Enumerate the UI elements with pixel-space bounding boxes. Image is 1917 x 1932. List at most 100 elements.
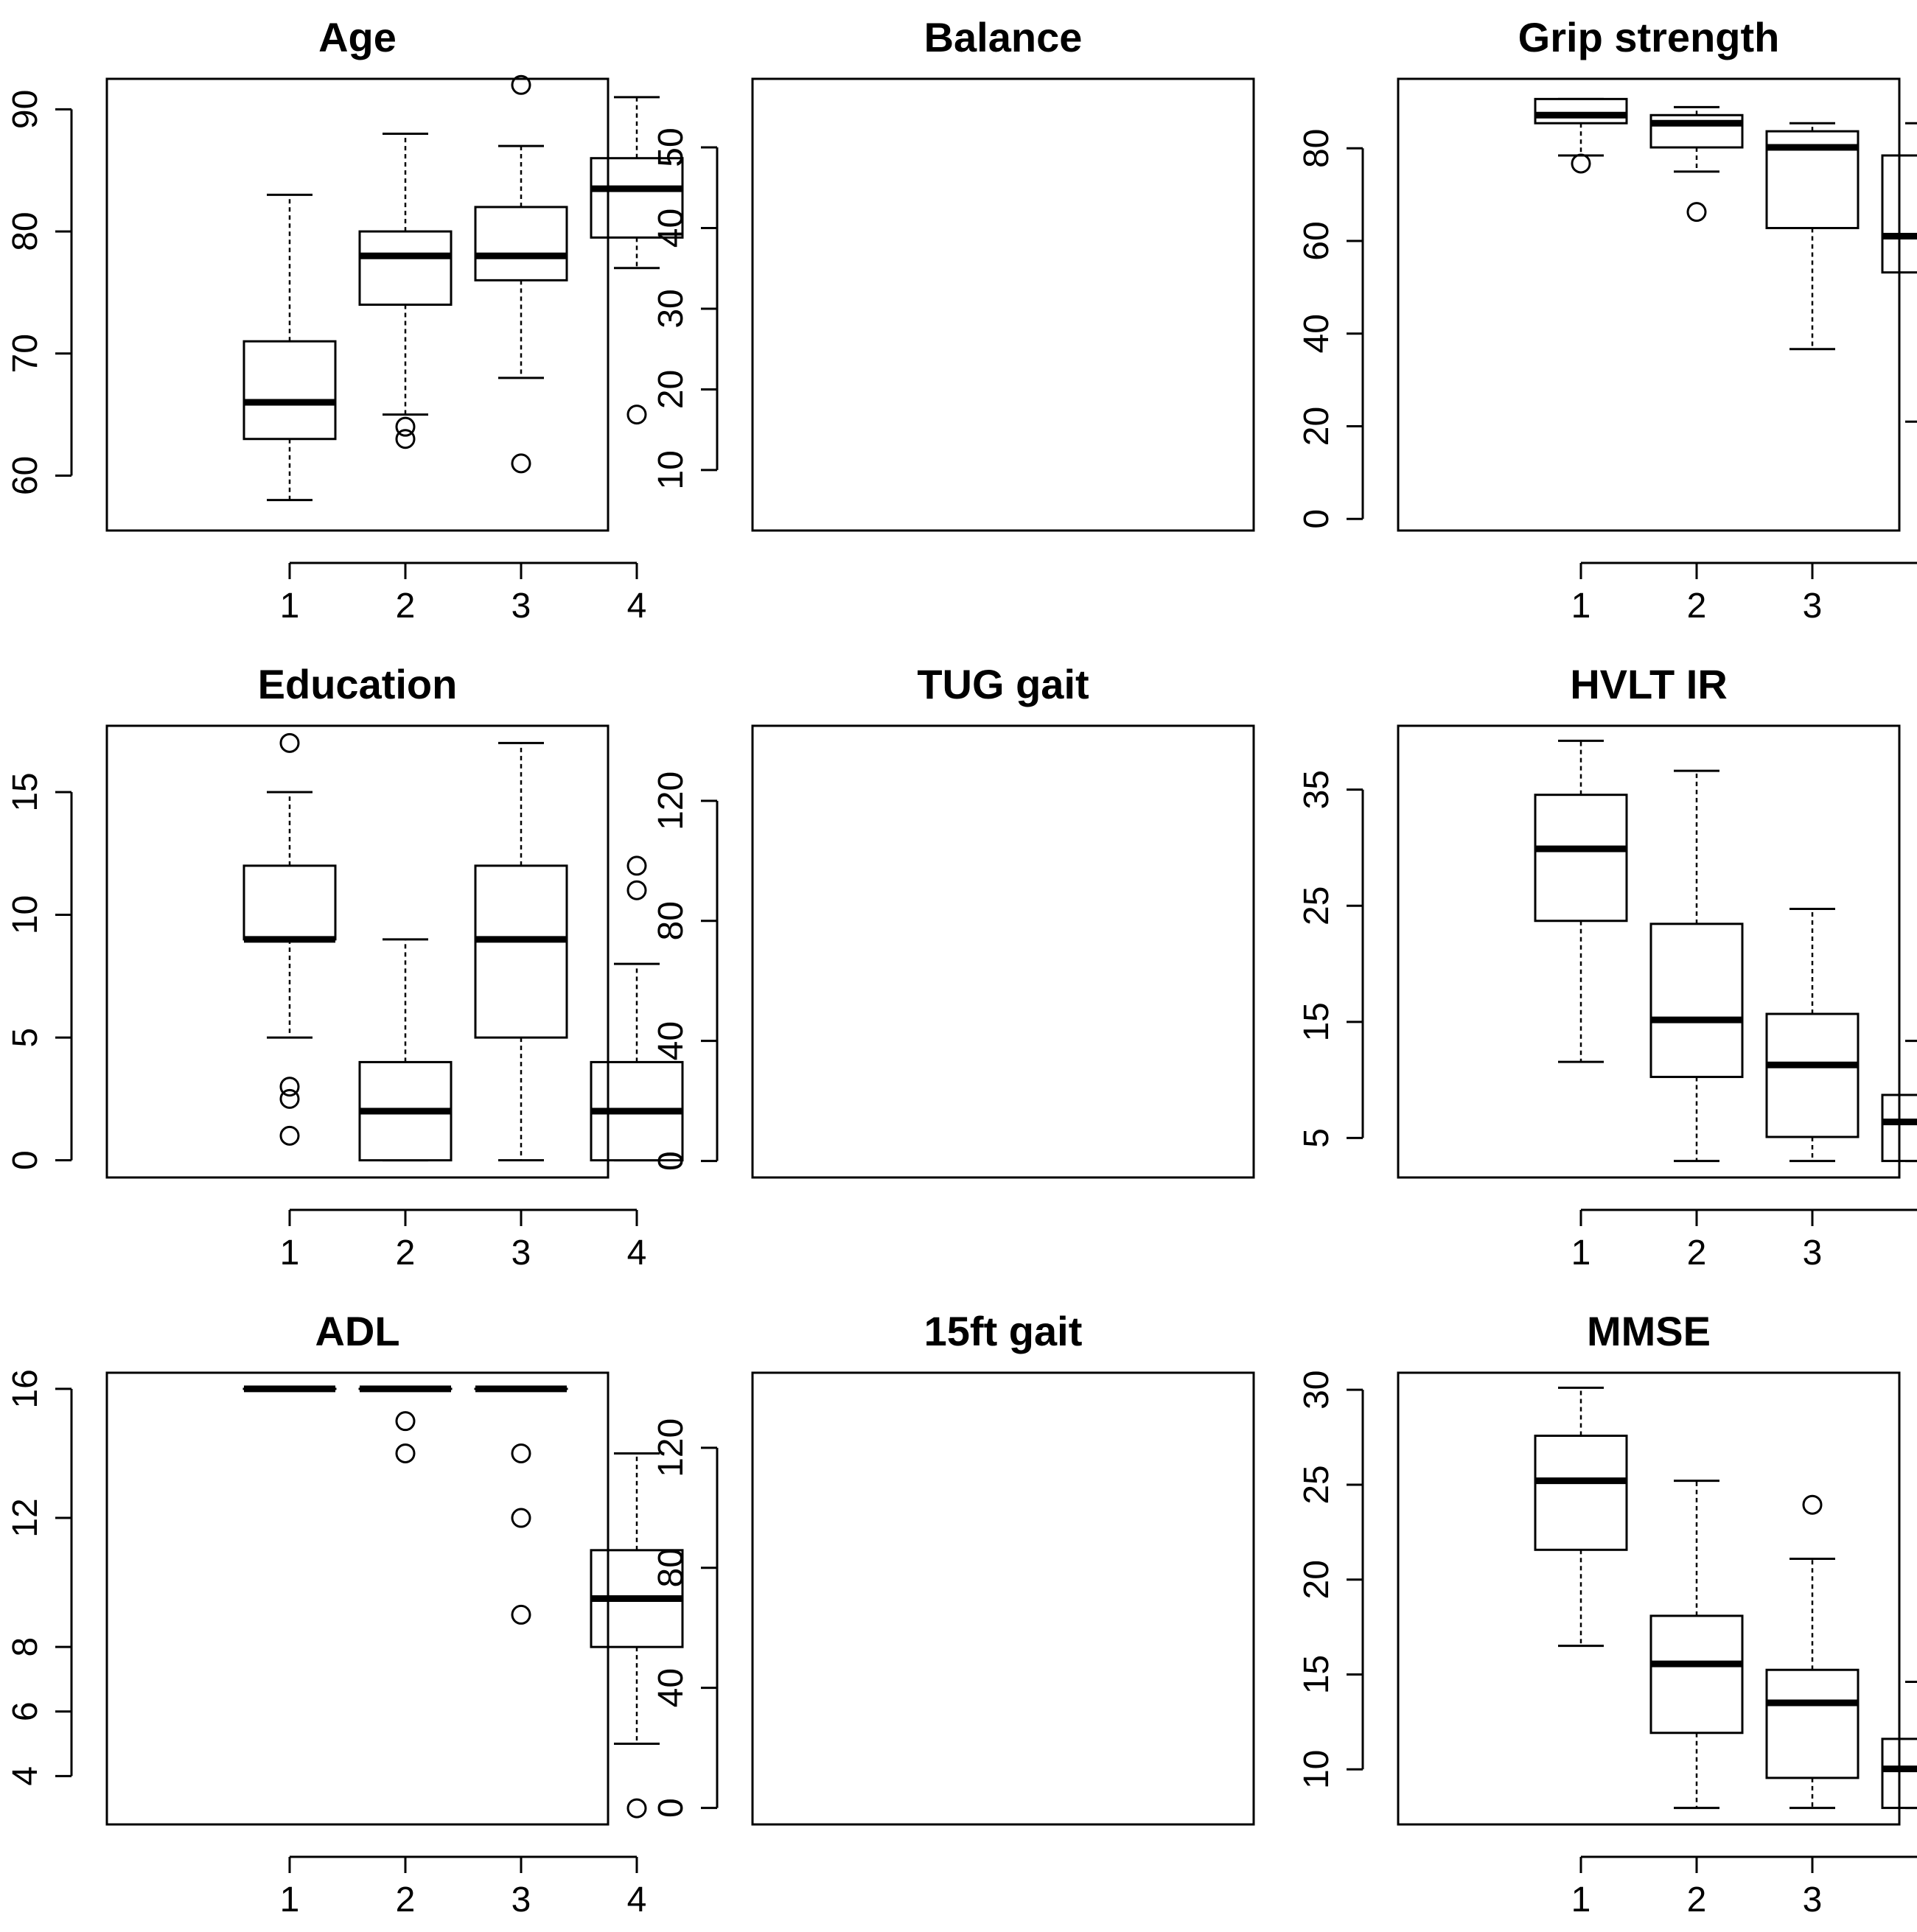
panel-age: Age 60 70 80 90 1 2 3 4: [6, 14, 684, 626]
box-2: [358, 133, 453, 449]
y-tick-label: 15: [1297, 1002, 1336, 1041]
x-tick-label: 4: [627, 1880, 647, 1919]
outlier-point: [395, 1411, 416, 1432]
outlier-point: [626, 855, 647, 876]
x-tick-label: 4: [627, 587, 647, 626]
y-tick-label: 25: [1297, 1465, 1336, 1504]
x-tick-label: 3: [511, 587, 531, 626]
box-4: [590, 855, 684, 1162]
y-tick-label: 60: [1297, 221, 1336, 260]
iqr-box: [1765, 1012, 1860, 1138]
iqr-box: [1765, 1668, 1860, 1779]
panel-grip-strength: Grip strength0204060801234: [1297, 14, 1901, 532]
x-tick-label: 3: [511, 1880, 531, 1919]
y-tick-label: 10: [6, 895, 45, 934]
outlier-point: [279, 1088, 300, 1109]
box-4: [590, 96, 684, 425]
y-tick-label: 15: [6, 772, 45, 811]
panel-hvlt-ir: HVLT IR51525351234: [1297, 661, 1901, 1179]
plot-frame: [751, 77, 1255, 532]
y-tick-label: 50: [652, 127, 691, 167]
y-tick-label: 30: [1297, 1370, 1336, 1409]
x-tick-label: 2: [396, 1880, 416, 1919]
x-tick-label: 4: [627, 1233, 647, 1273]
y-tick-label: 20: [1297, 1560, 1336, 1599]
y-tick-label: 40: [652, 1021, 691, 1060]
iqr-box: [1534, 1435, 1628, 1551]
iqr-box: [242, 864, 337, 941]
y-tick-label: 20: [652, 370, 691, 409]
iqr-box: [474, 864, 568, 1039]
panel-title: TUG gait: [917, 661, 1089, 707]
x-tick-label: 1: [280, 587, 300, 626]
outlier-point: [1802, 1494, 1823, 1515]
outlier-point: [626, 880, 647, 900]
panel-title: HVLT IR: [1570, 661, 1728, 707]
plot-frame: [105, 77, 610, 532]
iqr-box: [358, 230, 453, 307]
y-tick-label: 120: [652, 1418, 691, 1477]
box-2: [1649, 105, 1744, 223]
y-tick-label: 80: [652, 1548, 691, 1587]
outlier-point: [1571, 153, 1591, 174]
y-tick-label: 0: [652, 1151, 691, 1171]
y-tick-label: 120: [652, 771, 691, 830]
box-1: [242, 193, 337, 502]
box-3: [1765, 907, 1860, 1163]
y-tick-label: 5: [6, 1028, 45, 1048]
y-tick-label: 20: [1297, 407, 1336, 446]
plot-frame: [1397, 724, 1901, 1179]
outlier-point: [279, 1077, 300, 1097]
plot-frame: [105, 724, 610, 1179]
panel-education: Education 0 5 10 15 1 2 3 4: [6, 661, 684, 1273]
box-3: [1765, 122, 1860, 351]
x-tick-label: 2: [396, 1233, 416, 1273]
outlier-point: [511, 1443, 531, 1463]
y-tick-label: 16: [6, 1369, 45, 1408]
panel-tug-gait: TUG gait040801201234: [652, 661, 1917, 1273]
y-tick-label: 80: [652, 901, 691, 940]
iqr-box: [1649, 1614, 1744, 1735]
y-tick-label: 35: [1297, 770, 1336, 809]
y-tick-label: 25: [1297, 886, 1336, 925]
y-tick-label: 6: [6, 1701, 45, 1721]
plot-frame: [105, 1371, 610, 1826]
x-tick-label: 1: [1571, 1233, 1591, 1273]
y-tick-label: 5: [1297, 1128, 1336, 1148]
x-tick-label: 3: [1803, 587, 1823, 626]
panel-15ft-gait: 15ft gait040801201234: [652, 1308, 1917, 1919]
x-tick-label: 3: [511, 1233, 531, 1273]
y-tick-label: 40: [652, 1668, 691, 1707]
outlier-point: [279, 1125, 300, 1146]
outlier-point: [511, 1508, 531, 1528]
box-2: [358, 938, 453, 1162]
box-1: [1534, 97, 1628, 174]
x-tick-label: 1: [280, 1233, 300, 1273]
box-2: [358, 1385, 453, 1463]
box-2: [1649, 1480, 1744, 1810]
outlier-point: [626, 405, 647, 425]
box-1: [1534, 1386, 1628, 1648]
box-4: [590, 1452, 684, 1819]
outlier-point: [1686, 202, 1707, 223]
plot-frame: [1397, 77, 1901, 532]
plot-frame: [751, 724, 1255, 1179]
x-tick-label: 2: [1687, 1880, 1707, 1919]
box-3: [474, 1385, 568, 1625]
y-tick-label: 30: [652, 289, 691, 328]
iqr-box: [1649, 923, 1744, 1079]
y-tick-label: 0: [1297, 509, 1336, 529]
outlier-point: [626, 1798, 647, 1819]
box-3: [474, 741, 568, 1162]
panel-title: ADL: [315, 1308, 399, 1354]
outlier-point: [395, 429, 416, 449]
y-tick-label: 8: [6, 1637, 45, 1657]
iqr-box: [474, 206, 568, 281]
box-3: [474, 74, 568, 474]
x-tick-label: 1: [1571, 587, 1591, 626]
x-tick-label: 1: [1571, 1880, 1591, 1919]
y-tick-label: 15: [1297, 1655, 1336, 1694]
box-1: [1534, 739, 1628, 1063]
panel-title: Education: [258, 661, 458, 707]
